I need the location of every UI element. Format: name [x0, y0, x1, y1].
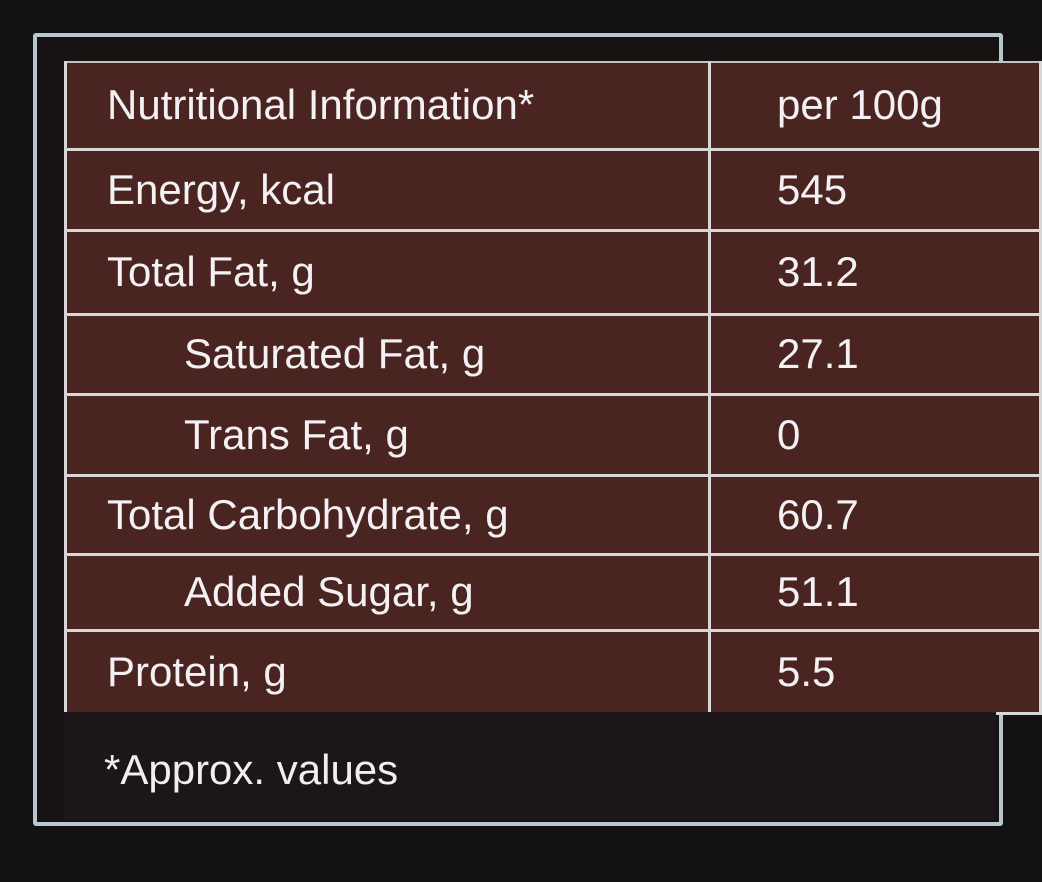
trans-fat-value: 0: [708, 392, 1042, 477]
footnote-area: *Approx. values: [64, 712, 996, 820]
protein-label: Protein, g: [64, 628, 711, 715]
energy-value: 545: [708, 147, 1042, 232]
table-row-total-carbohydrate: Total Carbohydrate, g 60.7: [64, 473, 1042, 556]
table-row-saturated-fat: Saturated Fat, g 27.1: [64, 312, 1042, 396]
table-row-total-fat: Total Fat, g 31.2: [64, 228, 1042, 316]
total-fat-label: Total Fat, g: [64, 228, 711, 316]
added-sugar-label: Added Sugar, g: [64, 552, 711, 632]
trans-fat-label: Trans Fat, g: [64, 392, 711, 477]
protein-value: 5.5: [708, 628, 1042, 715]
table-row-added-sugar: Added Sugar, g 51.1: [64, 552, 1042, 632]
added-sugar-value: 51.1: [708, 552, 1042, 632]
saturated-fat-value: 27.1: [708, 312, 1042, 396]
footnote: *Approx. values: [104, 746, 399, 793]
header-value: per 100g: [708, 61, 1042, 151]
nutrition-table: Nutritional Information* per 100g Energy…: [64, 61, 1042, 715]
nutrition-label-panel: Nutritional Information* per 100g Energy…: [33, 33, 1042, 826]
table-row-energy: Energy, kcal 545: [64, 147, 1042, 232]
header-label: Nutritional Information*: [64, 61, 711, 151]
saturated-fat-label: Saturated Fat, g: [64, 312, 711, 396]
table-row-protein: Protein, g 5.5: [64, 628, 1042, 715]
table-row-trans-fat: Trans Fat, g 0: [64, 392, 1042, 477]
table-header-row: Nutritional Information* per 100g: [64, 61, 1042, 151]
total-carbohydrate-label: Total Carbohydrate, g: [64, 473, 711, 556]
total-carbohydrate-value: 60.7: [708, 473, 1042, 556]
total-fat-value: 31.2: [708, 228, 1042, 316]
energy-label: Energy, kcal: [64, 147, 711, 232]
